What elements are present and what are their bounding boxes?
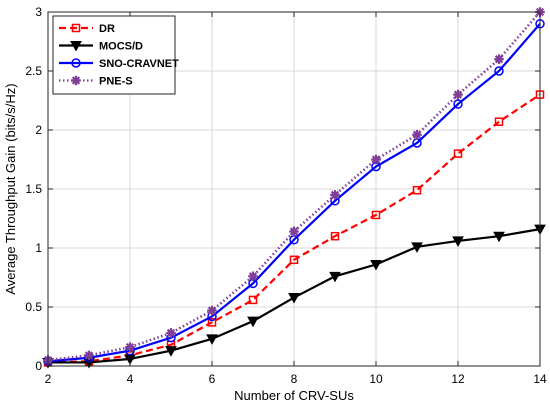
x-tick-label: 10 bbox=[369, 372, 383, 386]
y-tick-label: 1.5 bbox=[25, 182, 42, 196]
data-point bbox=[329, 271, 341, 283]
legend-item: SNO-CRAVNET bbox=[59, 58, 179, 70]
y-ticks: 0 0.5 1 1.5 2 2.5 3 bbox=[25, 5, 540, 373]
data-point bbox=[494, 54, 504, 64]
x-tick-label: 14 bbox=[533, 372, 547, 386]
legend-item: PNE-S bbox=[59, 76, 133, 88]
data-point bbox=[330, 231, 340, 241]
data-point bbox=[207, 318, 217, 327]
data-point bbox=[247, 316, 259, 328]
y-tick-label: 3 bbox=[35, 5, 42, 19]
legend-label: MOCS/D bbox=[99, 41, 143, 53]
legend-marker bbox=[70, 41, 82, 52]
data-point bbox=[493, 231, 505, 243]
data-point bbox=[165, 346, 177, 357]
legend-marker bbox=[71, 23, 81, 33]
legend: DR MOCS/D SNO-CRAVNET PNE-S bbox=[52, 15, 179, 95]
series-pne-s bbox=[43, 7, 545, 365]
legend-marker bbox=[71, 75, 81, 86]
data-point bbox=[494, 66, 504, 76]
data-point bbox=[452, 236, 464, 247]
legend-label: DR bbox=[99, 23, 115, 35]
data-point bbox=[411, 242, 423, 253]
data-point bbox=[206, 334, 218, 345]
data-point bbox=[289, 255, 299, 265]
legend-label: SNO-CRAVNET bbox=[99, 58, 179, 70]
x-axis-label: Number of CRV-SUs bbox=[234, 388, 354, 403]
x-tick-label: 2 bbox=[45, 372, 52, 386]
data-point bbox=[125, 342, 135, 352]
data-point bbox=[412, 185, 422, 195]
data-point bbox=[288, 293, 300, 304]
x-tick-label: 4 bbox=[127, 372, 134, 386]
x-tick-label: 8 bbox=[291, 372, 298, 386]
data-point bbox=[330, 190, 340, 200]
data-point bbox=[248, 295, 258, 305]
data-point bbox=[371, 154, 381, 165]
y-tick-label: 0.5 bbox=[25, 300, 42, 314]
y-tick-label: 2.5 bbox=[25, 64, 42, 78]
legend-label: PNE-S bbox=[99, 76, 133, 88]
data-point bbox=[289, 226, 299, 237]
data-point bbox=[453, 149, 463, 158]
x-tick-label: 6 bbox=[209, 372, 216, 386]
x-tick-label: 12 bbox=[451, 372, 465, 386]
data-point bbox=[207, 305, 217, 316]
legend-marker bbox=[71, 58, 81, 68]
data-point bbox=[412, 129, 422, 140]
data-point bbox=[371, 210, 381, 220]
data-point bbox=[84, 350, 94, 361]
data-point bbox=[453, 89, 463, 100]
y-tick-label: 0 bbox=[35, 359, 42, 373]
legend-item: DR bbox=[59, 23, 115, 35]
data-point bbox=[370, 260, 382, 271]
y-axis-label: Average Throughput Gain (bits/s/Hz) bbox=[3, 83, 18, 294]
legend-item: MOCS/D bbox=[59, 41, 143, 53]
data-point bbox=[453, 99, 463, 109]
data-point bbox=[494, 117, 504, 126]
y-tick-label: 2 bbox=[35, 123, 42, 137]
data-point bbox=[166, 328, 176, 338]
data-point bbox=[248, 271, 258, 282]
y-tick-label: 1 bbox=[35, 241, 42, 255]
